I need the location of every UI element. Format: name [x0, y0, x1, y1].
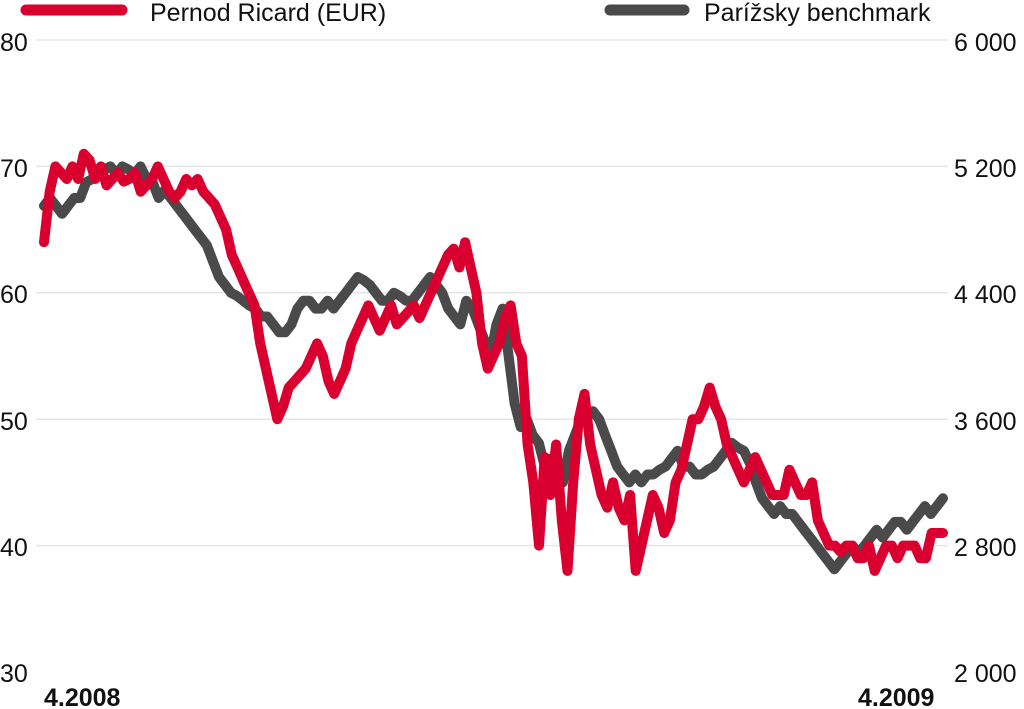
- x-tick-label-end: 4.2009: [858, 684, 934, 709]
- legend-label-pernod: Pernod Ricard (EUR): [150, 0, 386, 27]
- left-tick-label: 80: [0, 29, 28, 57]
- left-tick-label: 60: [0, 281, 28, 309]
- series-line-pernod: [39, 148, 948, 576]
- right-axis: 6 000 5 200 4 400 3 600 2 800 2 000: [954, 29, 1017, 688]
- right-tick-label: 2 000: [954, 660, 1017, 688]
- left-tick-label: 40: [0, 534, 28, 562]
- x-axis: 4.2008 4.2009: [44, 684, 934, 709]
- legend: Pernod Ricard (EUR) Parížsky benchmark: [20, 0, 931, 27]
- series-line-benchmark: [39, 161, 948, 575]
- legend-label-benchmark: Parížsky benchmark: [704, 0, 931, 27]
- gridlines: [36, 39, 948, 547]
- right-tick-label: 6 000: [954, 29, 1017, 57]
- right-tick-label: 3 600: [954, 408, 1017, 436]
- left-tick-label: 30: [0, 660, 28, 688]
- x-tick-label-start: 4.2008: [44, 684, 121, 709]
- left-axis: 80 70 60 50 40 30: [0, 29, 28, 688]
- right-tick-label: 4 400: [954, 281, 1017, 309]
- left-tick-label: 70: [0, 155, 28, 183]
- right-tick-label: 5 200: [954, 155, 1017, 183]
- right-tick-label: 2 800: [954, 534, 1017, 562]
- left-tick-label: 50: [0, 408, 28, 436]
